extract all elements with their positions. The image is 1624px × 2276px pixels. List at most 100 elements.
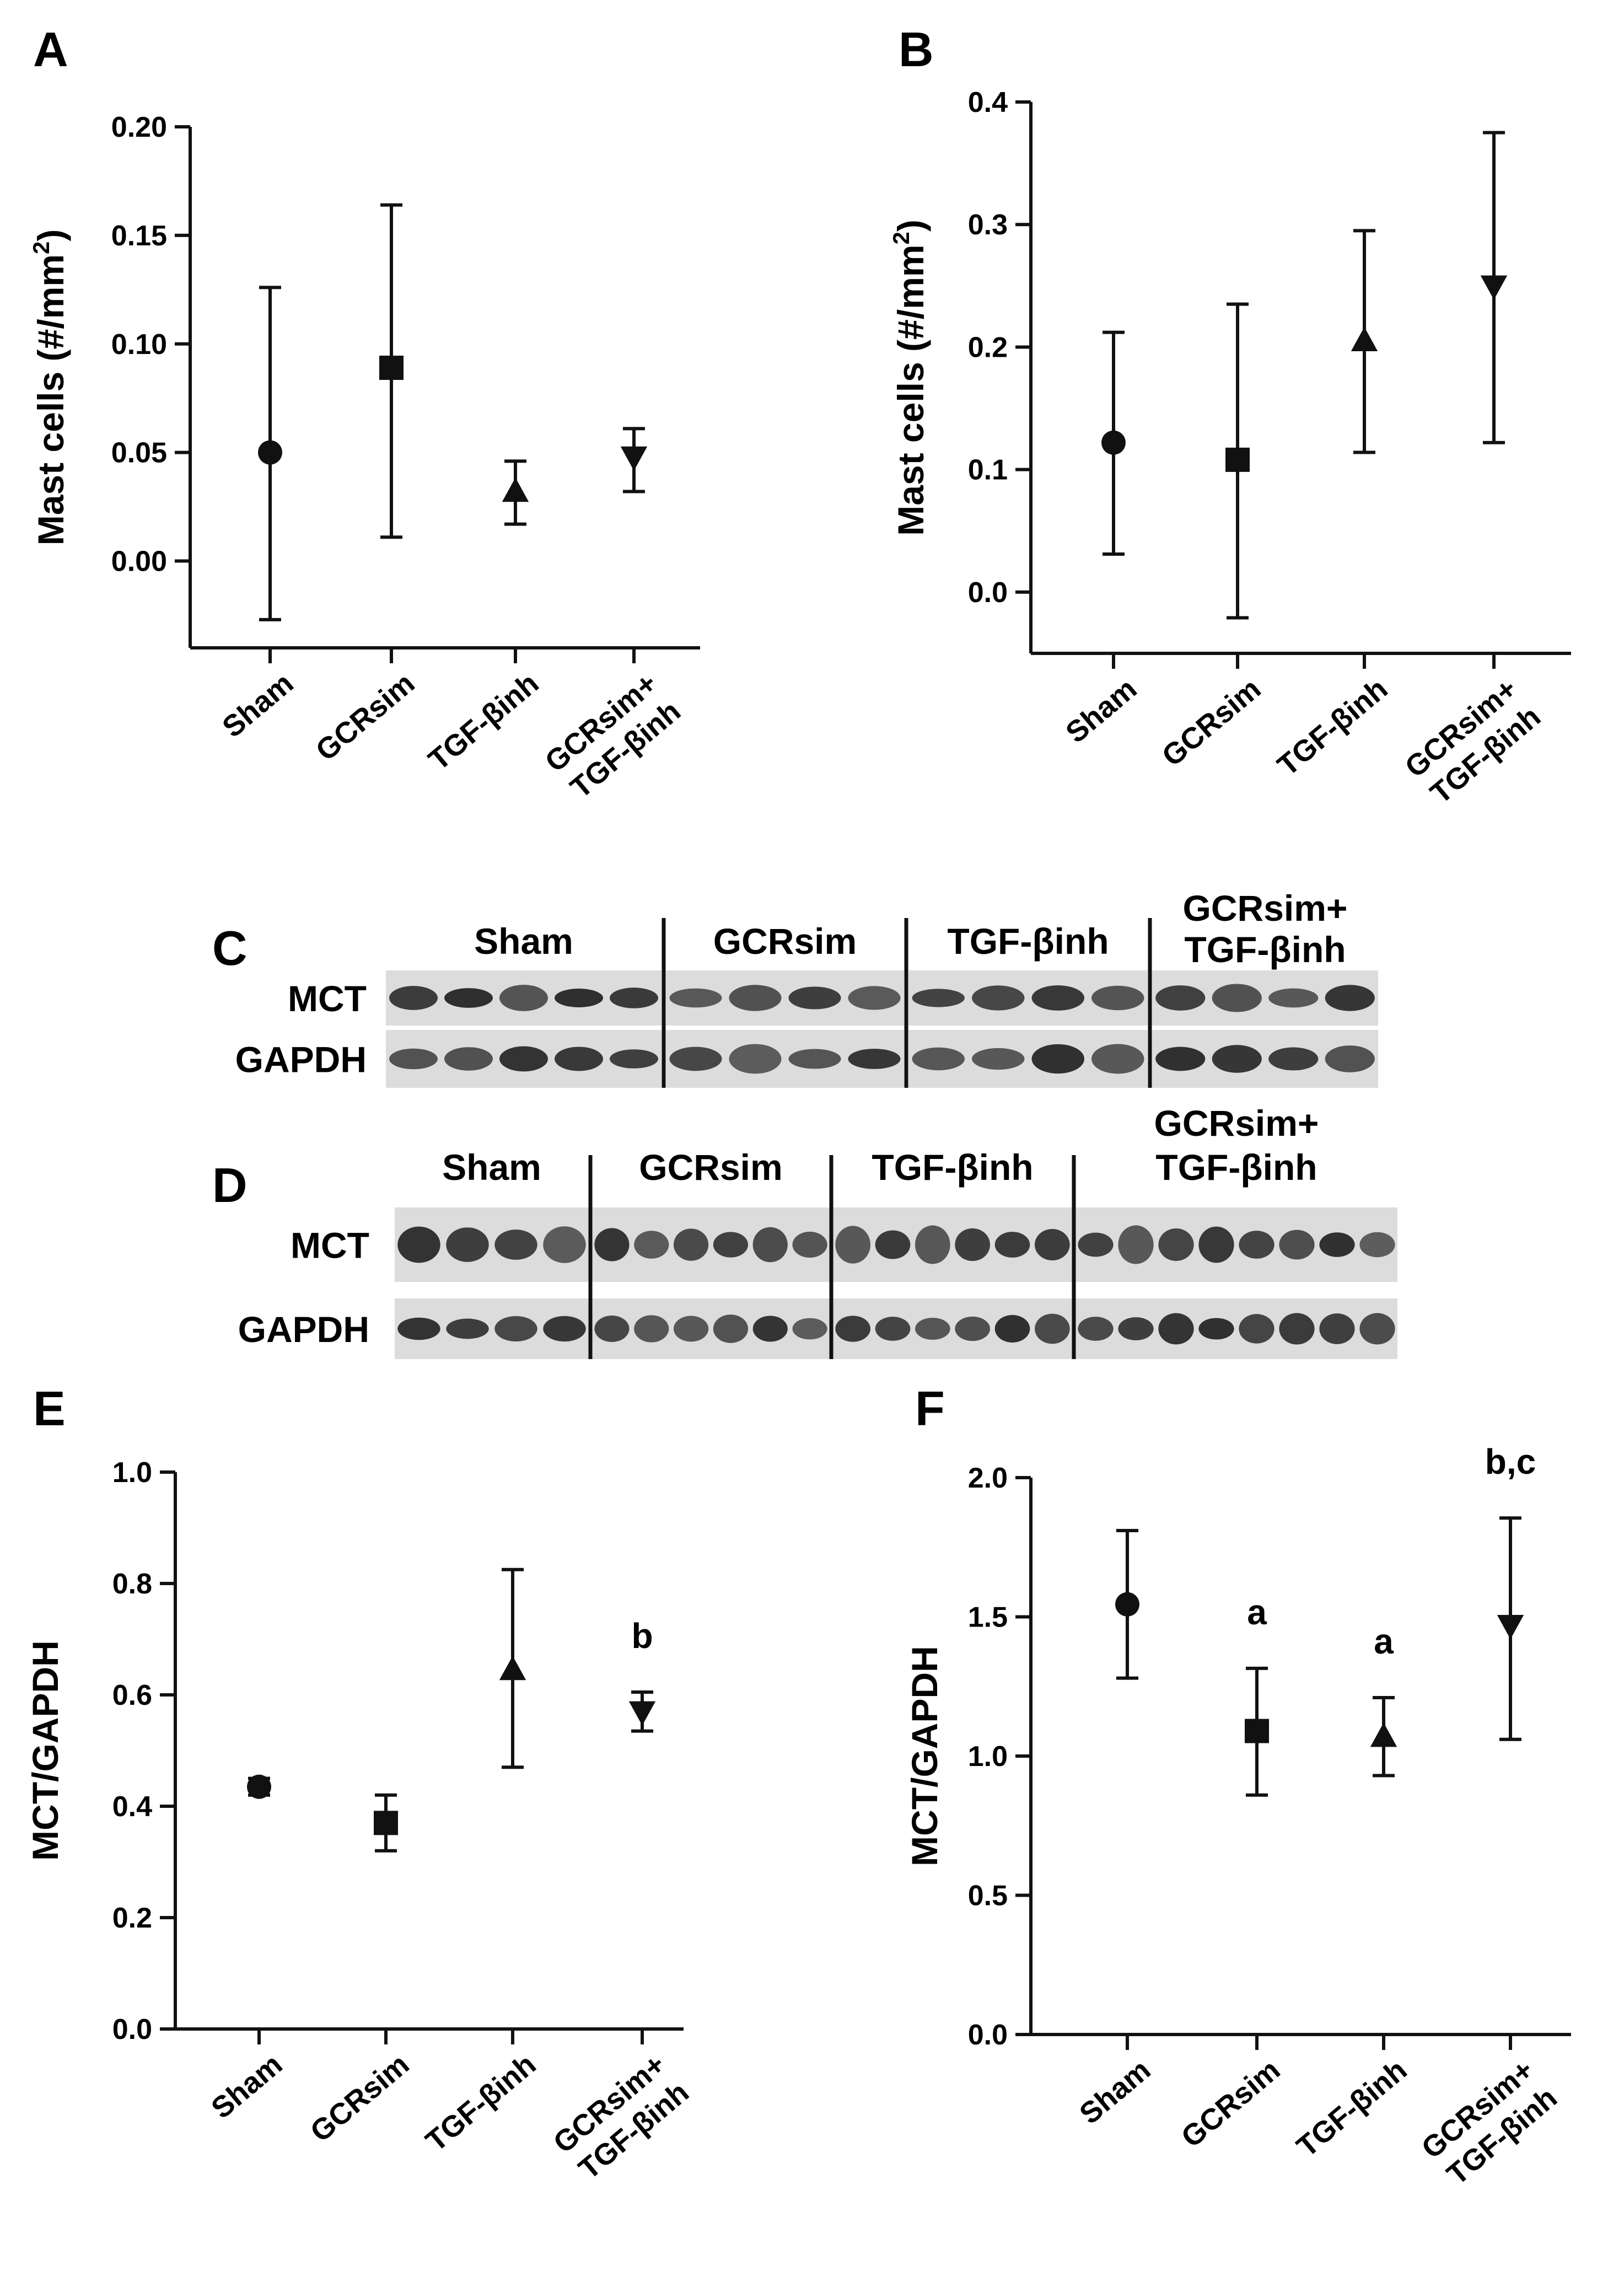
y-axis-title-end: ) <box>30 229 71 241</box>
blot-band <box>1325 1045 1375 1072</box>
y-axis-title-main: MCT/GAPDH <box>25 1640 66 1861</box>
data-point <box>1497 1614 1524 1639</box>
blot-band <box>1078 1317 1114 1341</box>
blot-membrane <box>592 1298 830 1359</box>
x-tick-label: GCRsim+TGF-βinh <box>547 2048 695 2188</box>
blot-band <box>972 1048 1025 1070</box>
panel-letter-b: B <box>899 22 934 77</box>
data-point <box>1480 275 1508 300</box>
y-axis-title: Mast cells (#/mm2) <box>28 229 71 546</box>
blot-band <box>1035 1228 1070 1261</box>
y-tick-label: 0.10 <box>111 329 167 361</box>
data-point <box>1115 1592 1139 1617</box>
chart-panel-b: 0.0 0.1 0.2 0.3 0.4 Sham GCRsim TGF-βinh GCRsim+… <box>888 87 1571 812</box>
data-point <box>628 1701 656 1726</box>
y-tick-label: 0.15 <box>111 220 167 252</box>
x-tick-label-line: TGF-βinh <box>422 667 545 777</box>
y-tick-label: 1.5 <box>968 1602 1008 1634</box>
blot-band <box>752 1316 788 1342</box>
data-point <box>502 477 529 502</box>
x-tick-label-line: Sham <box>1073 2053 1157 2130</box>
blot-row-label: GAPDH <box>238 1309 369 1350</box>
blot-band <box>446 1318 489 1339</box>
x-tick-label-line: GCRsim <box>1156 672 1267 773</box>
blot-band <box>788 1049 841 1069</box>
blot-group-label: GCRsim <box>639 1147 782 1188</box>
x-tick-label-line: GCRsim <box>1175 2053 1287 2154</box>
blot-band <box>669 988 722 1008</box>
blot-band <box>1359 1232 1395 1258</box>
x-tick-label-line: GCRsim <box>304 2048 416 2149</box>
blot-band <box>610 987 658 1008</box>
panel-letter-f: F <box>915 1381 945 1436</box>
y-tick-label: 0.3 <box>968 209 1008 241</box>
chart-panel-f: 0.0 0.5 1.0 1.5 2.0 Sham GCRsim TGF-βinh GCRsim+… <box>904 1442 1571 2193</box>
blot-band <box>835 1316 870 1342</box>
blot-band <box>555 989 603 1007</box>
blot-membrane <box>592 1207 830 1282</box>
blot-row-label: MCT <box>291 1225 369 1266</box>
x-tick-label: GCRsim <box>1175 2053 1287 2154</box>
blot-band <box>792 1318 827 1340</box>
blot-band <box>1031 985 1084 1011</box>
blot-band <box>1359 1313 1395 1345</box>
blot-band <box>634 1231 669 1259</box>
blot-band <box>835 1226 870 1264</box>
blot-band <box>752 1227 788 1263</box>
y-tick-label: 0.00 <box>111 546 167 578</box>
blot-group-label: TGF-βinh <box>872 1147 1033 1188</box>
blot-group-label: GCRsim <box>713 921 857 962</box>
data-point <box>379 356 404 380</box>
blot-band <box>792 1231 827 1258</box>
x-tick-label-line: Sham <box>216 667 299 744</box>
y-tick-label: 0.0 <box>968 2019 1008 2051</box>
blot-band <box>1158 1313 1194 1345</box>
blot-band <box>1078 1232 1114 1257</box>
blot-band <box>1198 1226 1234 1263</box>
blot-band <box>1035 1313 1070 1344</box>
blot-band <box>543 1316 586 1342</box>
blot-band <box>669 1046 722 1071</box>
blot-band <box>848 986 901 1010</box>
blot-band <box>543 1226 586 1263</box>
x-tick-label: GCRsim+TGF-βinh <box>1415 2053 1563 2193</box>
blot-band <box>594 1316 630 1342</box>
blot-band <box>673 1316 709 1342</box>
blot-band <box>912 989 965 1007</box>
blot-band <box>397 1317 440 1340</box>
x-tick-label-line: Sham <box>205 2048 288 2125</box>
blot-band <box>915 1225 950 1264</box>
blot-row-label: GAPDH <box>235 1039 367 1080</box>
blot-band <box>994 1315 1030 1343</box>
x-tick-label: TGF-βinh <box>420 2048 542 2158</box>
blot-band <box>1031 1044 1084 1074</box>
blot-band <box>1212 1045 1262 1073</box>
blot-band <box>1279 1230 1315 1260</box>
y-tick-label: 0.5 <box>968 1880 1008 1912</box>
blot-band <box>1155 1046 1206 1071</box>
blot-band <box>1268 1047 1319 1071</box>
blot-band <box>1118 1225 1154 1264</box>
chart-panel-a: 0.00 0.05 0.10 0.15 0.20 Sham GCRsim TGF-βinhGC… <box>28 111 700 805</box>
x-tick-label: GCRsim+TGF-βinh <box>1399 672 1546 812</box>
blot-group-label: Sham <box>474 921 573 962</box>
y-axis-title: MCT/GAPDH <box>904 1646 945 1866</box>
blot-band <box>875 1230 911 1259</box>
y-tick-label: 1.0 <box>968 1741 1008 1773</box>
data-point <box>1101 430 1126 455</box>
blot-band <box>955 1228 990 1262</box>
blot-membrane <box>833 1298 1072 1359</box>
y-tick-label: 0.6 <box>112 1679 152 1711</box>
blot-band <box>875 1317 911 1341</box>
blot-band <box>594 1228 630 1262</box>
x-tick-label: GCRsim <box>310 667 421 767</box>
x-tick-label-line: GCRsim <box>310 667 421 767</box>
x-tick-label: Sham <box>1060 672 1143 749</box>
blot-band <box>634 1315 669 1343</box>
significance-label: b,c <box>1485 1442 1536 1481</box>
x-tick-label: Sham <box>216 667 299 744</box>
blot-band <box>1279 1313 1315 1345</box>
blot-band <box>972 985 1025 1011</box>
